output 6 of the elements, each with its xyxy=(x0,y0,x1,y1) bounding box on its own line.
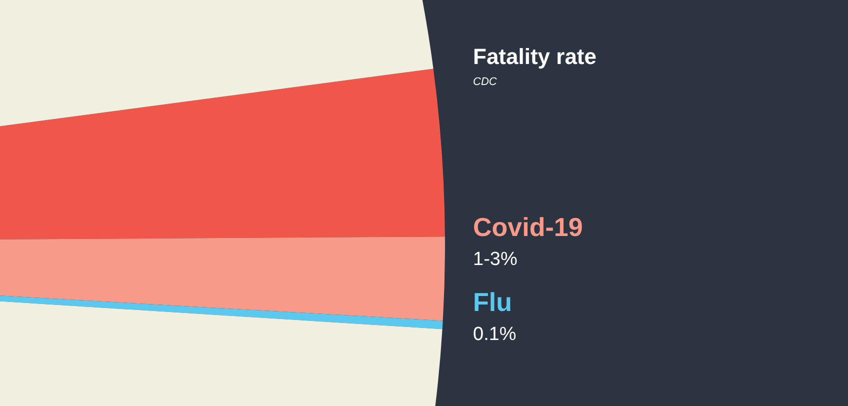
text: CDC xyxy=(473,76,497,88)
slice-label: Flu xyxy=(473,287,513,318)
data-label: 0.1% xyxy=(473,324,516,346)
slice-label: Covid-19 xyxy=(473,212,583,243)
text: Fatality rate xyxy=(473,44,596,70)
data-label: 1-3% xyxy=(473,249,518,271)
